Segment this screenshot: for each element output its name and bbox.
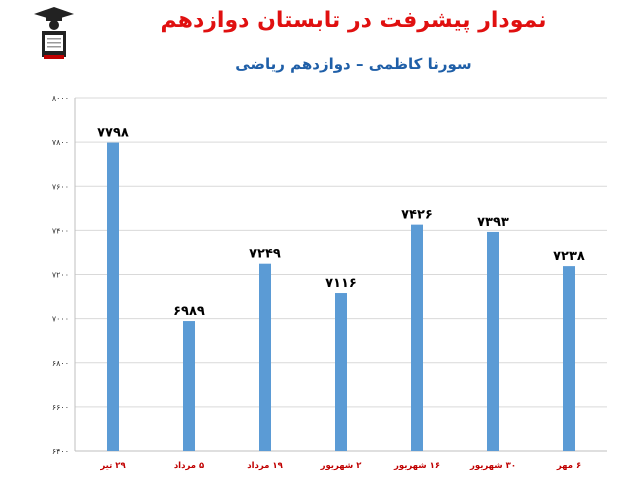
page-subtitle: سورنا کاظمی – دوازدهم ریاضی bbox=[235, 55, 472, 73]
y-tick-label: ۷۸۰۰ bbox=[52, 138, 69, 147]
x-category-label: ۲ شهریور bbox=[320, 461, 363, 471]
data-label: ۷۴۲۶ bbox=[401, 208, 433, 223]
bars bbox=[107, 142, 575, 451]
bar bbox=[563, 266, 575, 451]
x-axis-categories: ۲۹ تیر ۵ مرداد ۱۹ مرداد ۲ شهریور ۱۶ شهریور ۳۰… bbox=[99, 461, 581, 471]
gridlines bbox=[74, 97, 607, 452]
x-category-label: ۲۹ تیر bbox=[99, 461, 126, 471]
x-category-label: ۵ مرداد bbox=[174, 461, 204, 471]
data-label: ۷۳۹۳ bbox=[477, 215, 509, 230]
y-tick-label: ۷۲۰۰ bbox=[52, 271, 69, 280]
x-category-label: ۱۹ مرداد bbox=[247, 461, 283, 471]
x-category-label: ۳۰ شهریور bbox=[469, 461, 516, 471]
y-tick-label: ۷۰۰۰ bbox=[52, 315, 69, 324]
bar bbox=[411, 224, 423, 451]
data-label: ۷۲۴۹ bbox=[249, 247, 281, 262]
bar bbox=[259, 263, 271, 451]
bar bbox=[107, 142, 119, 451]
y-tick-label: ۷۶۰۰ bbox=[52, 182, 69, 191]
data-label: ۷۲۳۸ bbox=[553, 249, 585, 264]
y-tick-label: ۶۸۰۰ bbox=[52, 359, 69, 368]
data-label: ۶۹۸۹ bbox=[173, 304, 205, 319]
bar bbox=[335, 293, 347, 451]
y-tick-label: ۶۴۰۰ bbox=[52, 447, 69, 456]
data-label: ۷۷۹۸ bbox=[97, 126, 129, 141]
bar bbox=[487, 231, 499, 451]
graduate-figure-icon bbox=[34, 7, 74, 59]
y-tick-label: ۶۶۰۰ bbox=[52, 403, 69, 412]
data-label: ۷۱۱۶ bbox=[325, 276, 357, 291]
page-title: نمودار پیشرفت در تابستان دوازدهم bbox=[160, 8, 547, 33]
x-category-label: ۶ مهر bbox=[556, 461, 581, 471]
y-tick-label: ۷۴۰۰ bbox=[52, 226, 69, 235]
y-tick-label: ۸۰۰۰ bbox=[52, 94, 69, 103]
data-labels: ۷۷۹۸ ۶۹۸۹ ۷۲۴۹ ۷۱۱۶ ۷۴۲۶ ۷۳۹۳ ۷۲۳۸ bbox=[97, 126, 585, 319]
logo bbox=[34, 7, 74, 59]
y-axis-ticks: ۶۴۰۰ ۶۶۰۰ ۶۸۰۰ ۷۰۰۰ ۷۲۰۰ ۷۴۰۰ ۷۶۰۰ ۷۸۰۰ ۸۰۰۰ bbox=[52, 94, 69, 456]
x-category-label: ۱۶ شهریور bbox=[393, 461, 440, 471]
bar bbox=[183, 321, 195, 451]
